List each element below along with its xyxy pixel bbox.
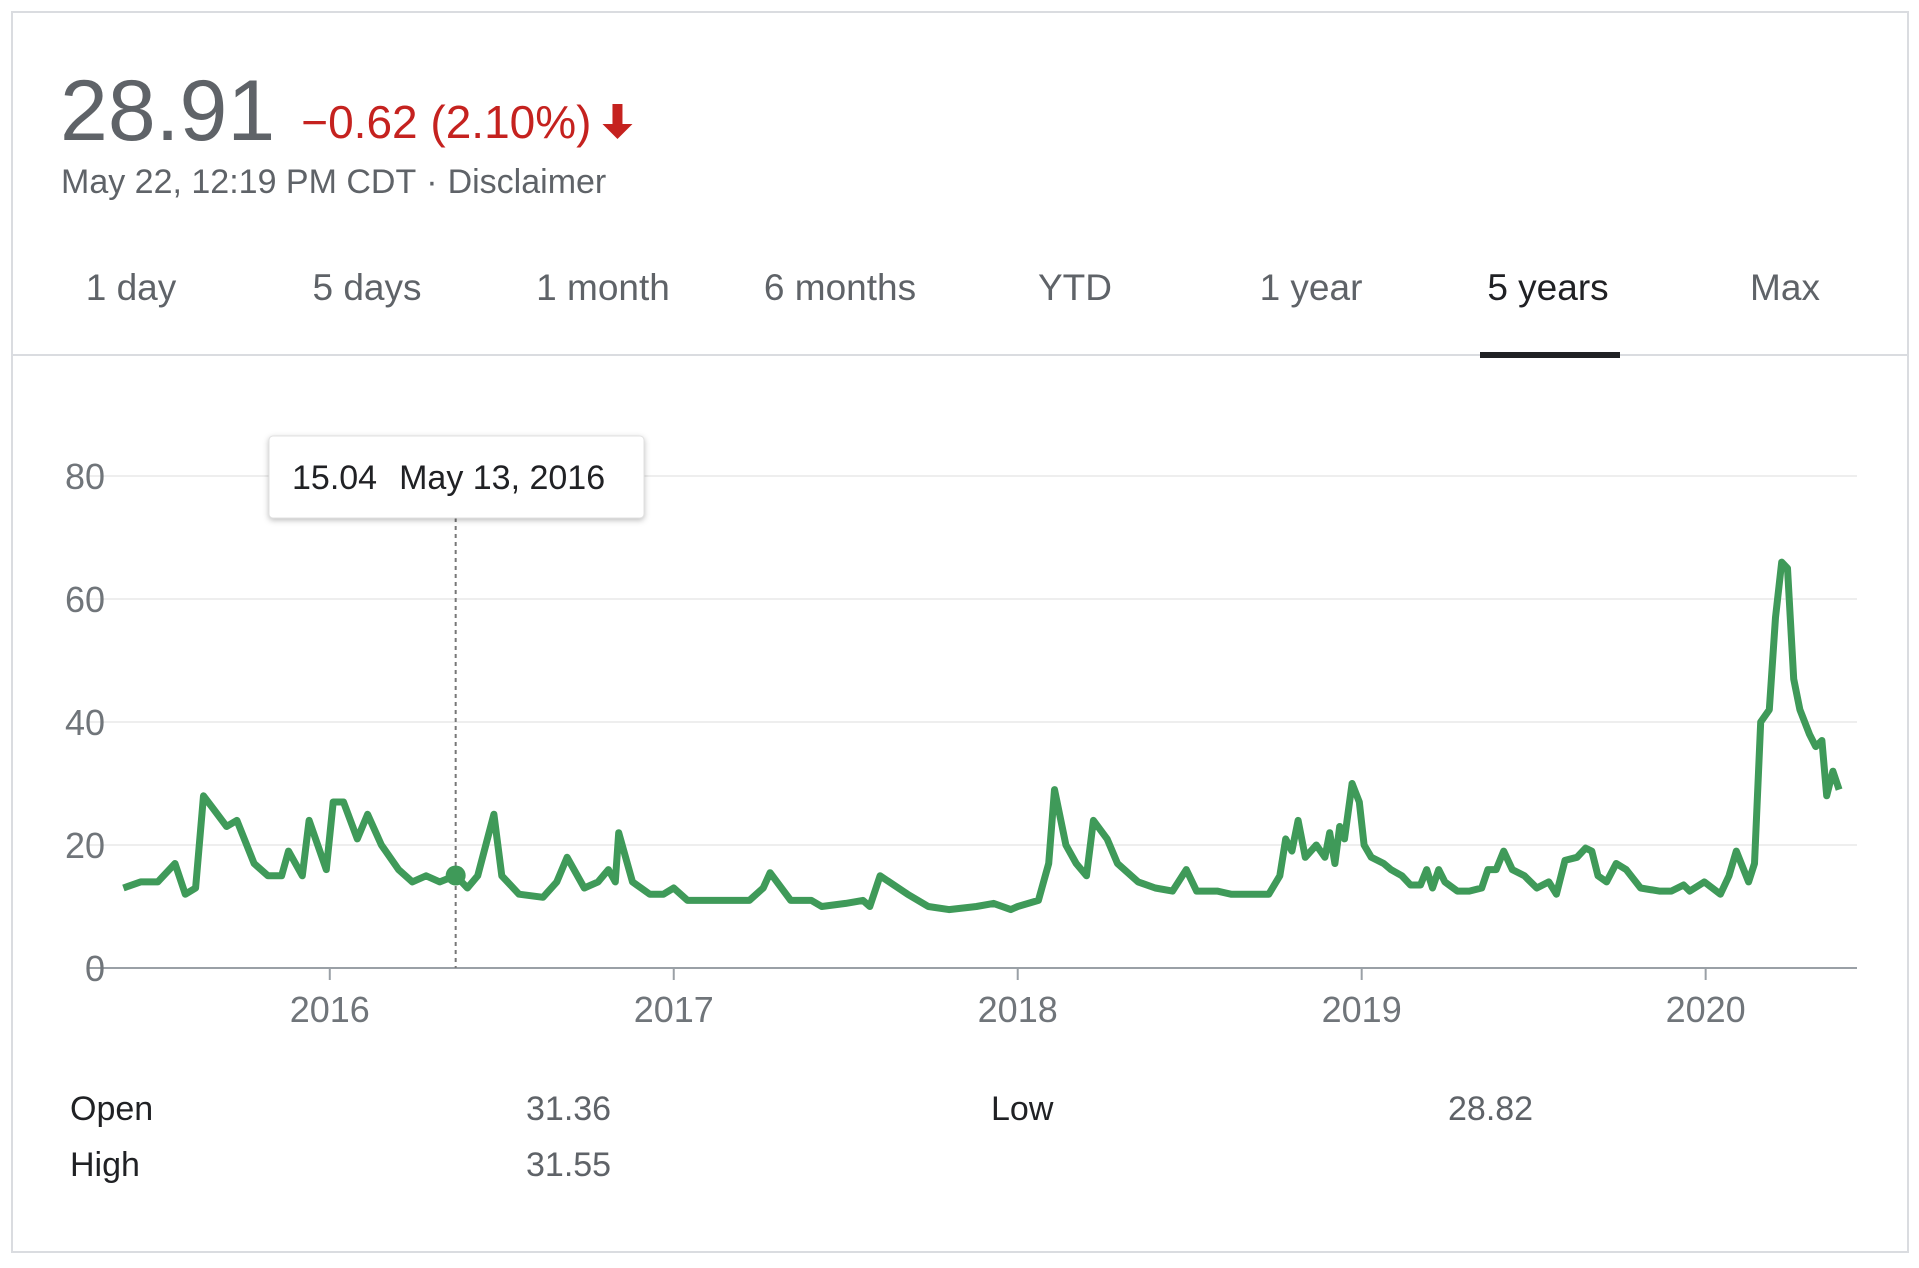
y-tick-label: 40 bbox=[65, 702, 105, 743]
tab[interactable]: 1 day bbox=[86, 267, 177, 308]
x-tick-label: 2016 bbox=[290, 989, 370, 1030]
tab-bar: 1 day 5 days 1 month 6 months YTD 1 year 5 yea… bbox=[86, 267, 1820, 358]
x-tick-label: 2020 bbox=[1666, 989, 1746, 1030]
timestamp: May 22, 12:19 PM CDT bbox=[61, 163, 416, 201]
stat-value: 31.36 bbox=[526, 1090, 611, 1128]
tooltip-date: May 13, 2016 bbox=[399, 459, 605, 497]
tab[interactable]: 1 month bbox=[536, 267, 670, 308]
stats: Open 31.36 High 31.55 Low 28.82 bbox=[70, 1090, 1533, 1184]
tab[interactable]: 1 year bbox=[1260, 267, 1363, 308]
price-change: −0.62 (2.10%) bbox=[301, 96, 591, 148]
stat-label: Open bbox=[70, 1090, 153, 1128]
tooltip-value: 15.04 bbox=[292, 459, 377, 497]
y-tick-label: 60 bbox=[65, 579, 105, 620]
y-tick-label: 80 bbox=[65, 456, 105, 497]
price-line bbox=[122, 558, 1843, 914]
y-tick-label: 0 bbox=[85, 948, 105, 989]
card bbox=[11, 11, 1909, 1253]
chart: 0 20 40 60 80 2016 2017 2018 2019 2020 15.04 May 13… bbox=[65, 435, 1857, 1030]
x-tick-label: 2017 bbox=[634, 989, 714, 1030]
stat-label: High bbox=[70, 1146, 140, 1184]
tab[interactable]: 5 days bbox=[312, 267, 421, 308]
y-tick-label: 20 bbox=[65, 825, 105, 866]
tooltip-box bbox=[268, 435, 645, 519]
down-arrow bbox=[602, 104, 633, 139]
stat-value: 31.55 bbox=[526, 1146, 611, 1184]
tab[interactable]: 5 years bbox=[1487, 267, 1608, 308]
tab[interactable]: 6 months bbox=[764, 267, 916, 308]
active-tab-indicator bbox=[1480, 352, 1620, 358]
x-tick-label: 2018 bbox=[978, 989, 1058, 1030]
stat-label: Low bbox=[991, 1090, 1054, 1128]
disclaimer-link[interactable]: Disclaimer bbox=[448, 163, 607, 201]
hover-dot bbox=[445, 865, 466, 886]
x-tick-label: 2019 bbox=[1322, 989, 1402, 1030]
tab[interactable]: Max bbox=[1750, 267, 1820, 308]
separator: · bbox=[426, 163, 437, 201]
price: 28.91 bbox=[60, 63, 275, 159]
tab[interactable]: YTD bbox=[1038, 267, 1112, 308]
stat-value: 28.82 bbox=[1448, 1090, 1533, 1128]
